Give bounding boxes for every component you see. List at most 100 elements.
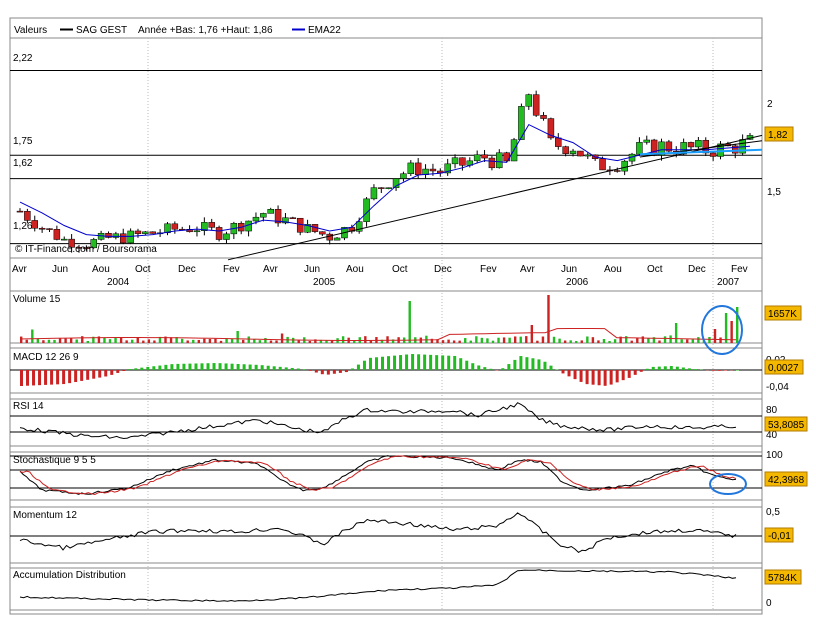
candle-body bbox=[134, 230, 142, 234]
macd-bar bbox=[374, 357, 378, 370]
macd-bar bbox=[615, 370, 619, 383]
macd-bar bbox=[272, 366, 276, 370]
stoch-highlight-circle bbox=[709, 473, 747, 495]
candle-body bbox=[709, 152, 717, 157]
macd-bar bbox=[669, 366, 673, 370]
candle-body bbox=[46, 228, 53, 230]
candle-body bbox=[60, 238, 68, 241]
volume-bar bbox=[81, 336, 84, 343]
candle-body bbox=[488, 157, 496, 169]
candle-body bbox=[105, 232, 112, 238]
x-tick: Aou bbox=[604, 264, 622, 275]
candle-body bbox=[149, 231, 156, 234]
candle-body bbox=[326, 233, 333, 241]
macd-bar bbox=[417, 354, 421, 370]
volume-bar bbox=[341, 336, 345, 343]
macd-bar bbox=[429, 354, 433, 370]
candle-body bbox=[193, 230, 201, 233]
macd-bar bbox=[242, 364, 246, 370]
macd-bar bbox=[645, 368, 649, 370]
volume-bar bbox=[408, 301, 411, 343]
macd-bar bbox=[441, 355, 445, 370]
candle-body bbox=[260, 213, 267, 218]
macd-bar bbox=[519, 356, 523, 370]
candle-body bbox=[223, 233, 230, 240]
momentum-last-value: -0,01 bbox=[768, 531, 791, 542]
volume-bar bbox=[119, 337, 123, 343]
panel-frames bbox=[9, 17, 763, 615]
volume-bar bbox=[458, 340, 461, 343]
accdist-ytick-0: 0 bbox=[766, 598, 772, 609]
volume-bar bbox=[225, 338, 228, 343]
x-tick: Dec bbox=[178, 264, 196, 275]
volume-bar bbox=[541, 336, 545, 343]
volume-bar bbox=[536, 340, 539, 343]
x-tick: Fev bbox=[731, 264, 748, 275]
candle-body bbox=[687, 142, 695, 148]
volume-bar bbox=[502, 337, 506, 343]
x-tick: Oct bbox=[135, 264, 151, 275]
candle-body bbox=[164, 223, 171, 234]
candle-body bbox=[289, 217, 297, 219]
macd-bar bbox=[537, 359, 541, 370]
macd-bar bbox=[56, 370, 60, 385]
macd-bar bbox=[224, 363, 228, 370]
macd-bar bbox=[50, 370, 54, 385]
stoch-last-badge bbox=[764, 471, 808, 487]
volume-last-badge bbox=[764, 305, 802, 321]
volume-bar bbox=[469, 340, 472, 343]
candle-body bbox=[400, 173, 407, 179]
volume-bar bbox=[647, 338, 650, 343]
macd-bar bbox=[86, 370, 90, 380]
macd-bar bbox=[591, 370, 595, 385]
x-tick: Oct bbox=[392, 264, 408, 275]
volume-bar bbox=[31, 329, 34, 343]
x-tick: Aou bbox=[92, 264, 110, 275]
macd-bar bbox=[326, 370, 330, 375]
volume-bar bbox=[142, 340, 145, 343]
macd-bar bbox=[525, 357, 529, 370]
macd-last-badge bbox=[764, 359, 804, 375]
candle-body bbox=[599, 158, 606, 171]
candle-body bbox=[636, 142, 643, 155]
momentum-ytick-05: 0,5 bbox=[766, 507, 780, 518]
volume-bar bbox=[58, 338, 62, 343]
macd-bar bbox=[471, 363, 475, 370]
macd-bar bbox=[314, 370, 318, 373]
candle-body bbox=[267, 208, 274, 214]
macd-last-value: 0,0027 bbox=[768, 363, 799, 374]
macd-bar bbox=[597, 370, 601, 386]
candle-body bbox=[127, 230, 134, 244]
candle-body bbox=[444, 163, 451, 174]
volume-bar bbox=[275, 340, 278, 343]
stoch-d-line bbox=[19, 455, 737, 496]
macd-bar bbox=[212, 363, 216, 370]
macd-bar bbox=[62, 370, 66, 385]
macd-bar bbox=[284, 367, 288, 370]
legend-ema-name: EMA22 bbox=[308, 25, 341, 36]
x-tick: Fev bbox=[480, 264, 497, 275]
credit-text: © IT-Finance.com / Boursorama bbox=[15, 244, 157, 255]
price-ytick-2: 2 bbox=[767, 99, 773, 110]
volume-bar bbox=[69, 337, 73, 343]
volume-bar bbox=[608, 340, 611, 343]
macd-bar bbox=[236, 363, 240, 370]
volume-bar bbox=[108, 339, 112, 343]
hline-label-175: 1,75 bbox=[13, 136, 33, 147]
candle-body bbox=[658, 141, 665, 156]
macd-bar bbox=[651, 366, 655, 370]
price-ytick-15: 1,5 bbox=[767, 187, 781, 198]
macd-bar bbox=[531, 358, 535, 370]
candle-body bbox=[319, 231, 326, 235]
macd-bar bbox=[621, 370, 625, 381]
volume-bar bbox=[47, 339, 51, 343]
volume-bar bbox=[42, 340, 45, 343]
panel-frame bbox=[9, 567, 763, 611]
macd-bar bbox=[278, 366, 282, 370]
candle-body bbox=[429, 168, 437, 172]
volume-bar bbox=[658, 340, 661, 343]
candle-body bbox=[702, 140, 710, 154]
candle-body bbox=[68, 238, 75, 248]
candle-body bbox=[252, 216, 260, 222]
